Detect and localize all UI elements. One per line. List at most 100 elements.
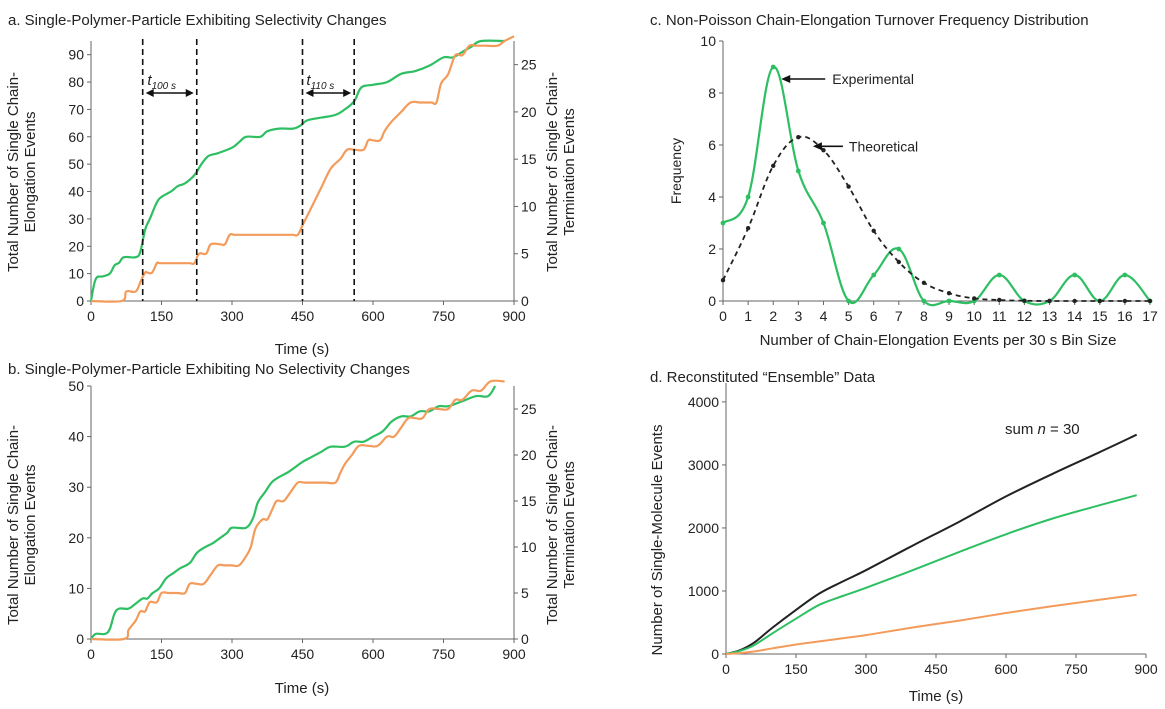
- panel-b-x-tick-label: 150: [150, 646, 174, 662]
- panel-b-title: b. Single-Polymer-Particle Exhibiting No…: [8, 361, 410, 378]
- theoretical-point: [1022, 298, 1027, 303]
- interval-label-var: t: [306, 72, 311, 89]
- panel-d-chart: d. Reconstituted “Ensemble” Data Time (s…: [649, 369, 1158, 705]
- panel-a-x-tick-label: 900: [502, 308, 526, 324]
- theoretical-point: [1072, 298, 1077, 304]
- panel-c-y-tick-label: 0: [708, 293, 716, 309]
- panel-b-x-axis-label: Time (s): [275, 680, 329, 697]
- interval-label-var: t: [147, 72, 152, 89]
- panel-d-x-tick-label: 750: [1064, 661, 1088, 677]
- theoretical-point: [846, 184, 851, 189]
- panel-c-x-tick-label: 10: [966, 308, 982, 324]
- theoretical-point: [871, 228, 876, 233]
- theoretical-point: [745, 226, 751, 231]
- panel-c-x-tick-label: 9: [945, 308, 953, 324]
- axis-label-line: Termination Events: [561, 461, 578, 589]
- panel-a-y-tick-label: 50: [68, 156, 84, 172]
- panel-a-x-tick-label: 600: [361, 308, 385, 324]
- panel-d-y-tick-label: 2000: [688, 520, 719, 536]
- experimental-point: [795, 168, 801, 174]
- sum-n-variable: n: [1038, 421, 1046, 438]
- panel-b-y2-tick-label: 25: [521, 401, 537, 417]
- panel-c-x-tick-label: 3: [794, 308, 802, 324]
- experimental-point: [896, 246, 902, 252]
- theoretical-point: [997, 297, 1002, 303]
- panel-d-green-series-line: [725, 494, 1137, 655]
- panel-c-x-tick-label: 0: [719, 308, 727, 324]
- theoretical-point: [921, 280, 927, 285]
- axis-label-line: Total Number of Single Chain-: [544, 425, 561, 625]
- theoretical-point: [821, 148, 826, 153]
- panel-a-x-axis-label: Time (s): [275, 341, 329, 358]
- panel-b-y2-tick-label: 20: [521, 447, 537, 463]
- experimental-point: [720, 220, 726, 226]
- theoretical-point: [1147, 298, 1153, 304]
- panel-a-y2-tick-label: 0: [521, 293, 529, 309]
- theoretical-point: [971, 296, 977, 301]
- panel-c-y-axis-label: Frequency: [668, 138, 684, 204]
- panel-c-x-tick-label: 12: [1017, 308, 1033, 324]
- panel-a-y-tick-label: 0: [76, 293, 84, 309]
- panel-c-x-tick-label: 15: [1092, 308, 1108, 324]
- panel-c-y-tick-label: 6: [708, 137, 716, 153]
- panel-b-y-tick-label: 0: [76, 631, 84, 647]
- panel-d-x-tick-label: 600: [994, 661, 1018, 677]
- sum-n-annotation: sum n = 30: [1005, 421, 1080, 438]
- panel-d-x-tick-label: 0: [722, 661, 730, 677]
- panel-b-x-tick-label: 750: [432, 646, 456, 662]
- panel-c-title: c. Non-Poisson Chain-Elongation Turnover…: [650, 12, 1089, 29]
- panel-a-y2-tick-label: 25: [521, 57, 537, 73]
- panel-b-y2-tick-label: 0: [521, 631, 529, 647]
- experimental-point: [770, 64, 776, 70]
- panel-a-y-tick-label: 90: [68, 47, 84, 63]
- panel-a-x-tick-label: 450: [291, 308, 315, 324]
- theoretical-point: [720, 278, 726, 283]
- panel-b-y-tick-label: 10: [68, 580, 84, 596]
- panel-b-y-tick-label: 30: [68, 479, 84, 495]
- panel-a-x-tick-label: 0: [87, 308, 95, 324]
- panel-d-y-tick-label: 4000: [688, 394, 719, 410]
- panel-b-y2-axis-label: Total Number of Single Chain-Termination…: [544, 425, 578, 625]
- interval-arrow-head-right: [185, 89, 194, 97]
- experimental-point: [1122, 272, 1128, 278]
- panel-d-y-tick-label: 1000: [688, 583, 719, 599]
- panel-c-y-tick-label: 8: [708, 85, 716, 101]
- panel-b-y-axis-label: Total Number of Single Chain-Elongation …: [5, 425, 39, 625]
- experimental-point: [1072, 272, 1078, 278]
- panel-c-x-tick-label: 16: [1117, 308, 1133, 324]
- panel-a-y-tick-label: 70: [68, 101, 84, 117]
- panel-a-y-tick-label: 80: [68, 74, 84, 90]
- experimental-point: [996, 272, 1002, 278]
- panel-b-y-tick-label: 50: [68, 378, 84, 394]
- theoretical-point: [796, 135, 801, 140]
- panel-a-y-tick-label: 20: [68, 238, 84, 254]
- axis-label-line: Termination Events: [561, 108, 578, 236]
- panel-a-y-tick-label: 10: [68, 266, 84, 282]
- theoretical-point: [1097, 298, 1102, 304]
- panel-d-x-tick-label: 450: [924, 661, 948, 677]
- panel-c-x-tick-label: 17: [1142, 308, 1158, 324]
- experimental-point: [871, 272, 877, 278]
- theoretical-annotation: Theoretical: [849, 138, 918, 154]
- theoretical-series-line: [722, 135, 1150, 302]
- experimental-series-line: [722, 65, 1151, 307]
- panel-b-x-tick-label: 600: [361, 646, 385, 662]
- panel-a-y-tick-label: 40: [68, 184, 84, 200]
- sum-n-suffix: = 30: [1046, 421, 1080, 438]
- experimental-annotation: Experimental: [832, 71, 914, 87]
- panel-a-x-tick-label: 150: [150, 308, 174, 324]
- panel-c-y-tick-label: 10: [700, 33, 716, 49]
- panel-c-x-axis-label: Number of Chain-Elongation Events per 30…: [760, 332, 1117, 349]
- panel-a-green-series-line: [89, 39, 505, 302]
- interval-label-sub: 110 s: [311, 81, 335, 92]
- experimental-point: [946, 298, 952, 304]
- panel-a-y-tick-label: 30: [68, 211, 84, 227]
- panel-b-x-tick-label: 450: [291, 646, 315, 662]
- theoretical-point: [946, 291, 952, 296]
- experimental-point: [821, 220, 826, 226]
- theoretical-point: [1047, 298, 1052, 304]
- panel-d-orange-series-line: [725, 593, 1137, 655]
- axis-label-line: Total Number of Single Chain-: [5, 425, 22, 625]
- panel-c-x-tick-label: 6: [870, 308, 878, 324]
